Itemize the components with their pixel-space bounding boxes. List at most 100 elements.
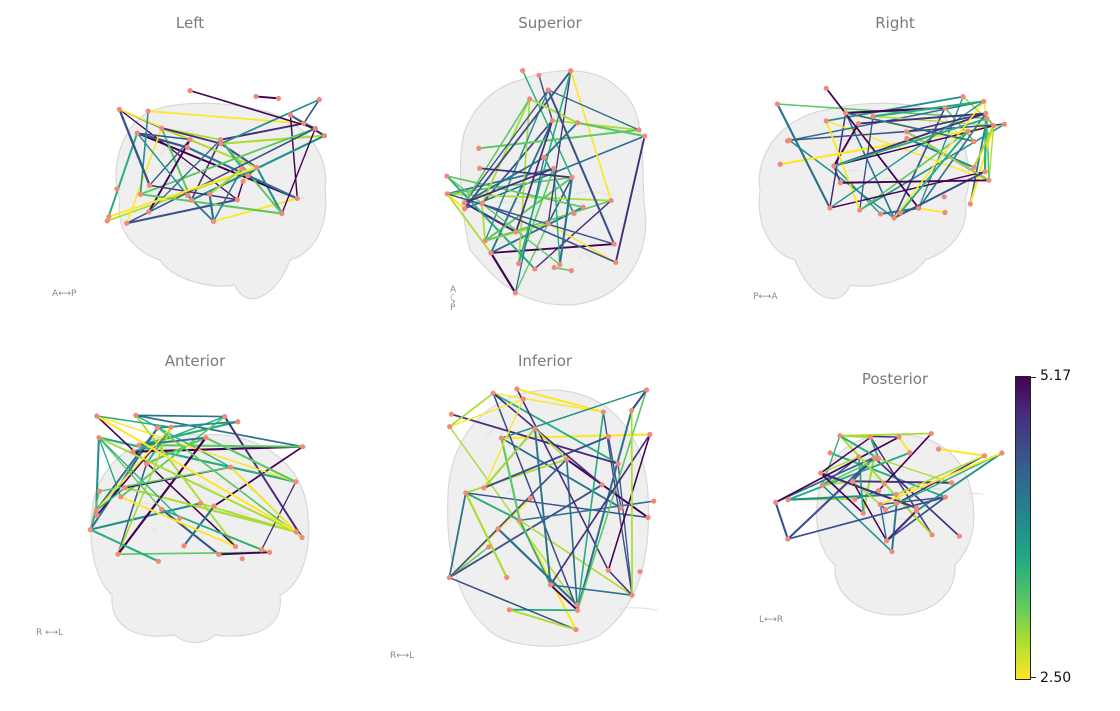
electrode-node bbox=[122, 485, 128, 491]
connection-edge bbox=[96, 415, 237, 548]
electrode-node bbox=[498, 435, 505, 441]
connection-edge bbox=[607, 434, 651, 571]
connection-edge bbox=[464, 492, 508, 578]
electrode-node bbox=[481, 485, 487, 491]
panel-superior: Superior A ⤹ P bbox=[400, 10, 700, 320]
connection-edge bbox=[833, 123, 860, 167]
electrode-node bbox=[301, 120, 307, 127]
electrode-node bbox=[785, 497, 791, 503]
electrode-node bbox=[916, 205, 922, 211]
connection-edge bbox=[149, 139, 191, 186]
electrode-node bbox=[211, 503, 217, 509]
electrode-node bbox=[823, 118, 829, 124]
brain-fold bbox=[617, 607, 658, 611]
connection-edge bbox=[602, 411, 633, 596]
electrode-node bbox=[870, 113, 876, 119]
electrode-node bbox=[133, 412, 139, 418]
electrode-node bbox=[136, 442, 142, 448]
electrode-node bbox=[536, 72, 542, 78]
electrode-node bbox=[942, 209, 948, 216]
connection-edge bbox=[89, 528, 159, 563]
connection-edge bbox=[519, 519, 633, 596]
colorbar-tick-min bbox=[1030, 677, 1036, 678]
connection-edge bbox=[289, 114, 299, 199]
connection-edge bbox=[607, 569, 633, 596]
connection-edge bbox=[820, 436, 872, 474]
connection-edge bbox=[893, 170, 986, 219]
electrode-node bbox=[965, 128, 971, 134]
electrode-node bbox=[232, 543, 239, 550]
connection-edge bbox=[529, 97, 578, 124]
electrode-node bbox=[87, 527, 93, 533]
electrode-node bbox=[549, 117, 556, 124]
electrode-node bbox=[564, 456, 570, 462]
colorbar-min-label: 2.50 bbox=[1040, 670, 1072, 686]
colorbar bbox=[1015, 376, 1031, 680]
connection-edge bbox=[492, 392, 603, 486]
electrode-node bbox=[267, 549, 273, 555]
connection-edge bbox=[787, 451, 911, 501]
connection-edge bbox=[490, 120, 554, 254]
connection-edge bbox=[895, 455, 985, 496]
connection-edge bbox=[547, 89, 616, 245]
electrode-node bbox=[527, 495, 533, 502]
connection-edge bbox=[484, 176, 573, 242]
connection-edge bbox=[972, 125, 995, 168]
electrode-node bbox=[837, 180, 843, 186]
connection-edge bbox=[789, 123, 1005, 142]
connection-edge bbox=[208, 194, 215, 222]
electrode-node bbox=[134, 130, 140, 136]
connection-edge bbox=[463, 98, 531, 204]
electrode-node bbox=[876, 487, 882, 494]
connection-edge bbox=[839, 432, 932, 437]
connection-edge bbox=[147, 139, 191, 213]
connection-edge bbox=[500, 437, 521, 521]
electrode-node bbox=[168, 424, 174, 430]
electrode-node bbox=[547, 582, 554, 588]
electrode-node bbox=[235, 419, 241, 425]
connection-edge bbox=[566, 458, 649, 519]
connection-edge bbox=[448, 458, 568, 579]
electrode-node bbox=[849, 478, 856, 484]
connection-edge bbox=[869, 436, 880, 459]
electrode-node bbox=[935, 446, 942, 452]
connection-edge bbox=[451, 413, 619, 465]
electrode-node bbox=[896, 434, 902, 440]
colorbar-max-label: 5.17 bbox=[1040, 368, 1072, 384]
connection-edge bbox=[161, 127, 222, 145]
connection-edge bbox=[493, 392, 604, 413]
panel-right: Right P⟷A bbox=[745, 10, 1045, 320]
electrode-node bbox=[495, 526, 501, 532]
panel-title-superior: Superior bbox=[518, 14, 582, 32]
connection-edge bbox=[550, 584, 633, 596]
connection-edge bbox=[189, 89, 316, 130]
electrode-node bbox=[461, 206, 468, 212]
panel-title-anterior: Anterior bbox=[164, 352, 226, 370]
electrode-node bbox=[971, 164, 977, 170]
electrode-node bbox=[557, 262, 563, 268]
connection-edge bbox=[255, 95, 279, 100]
connection-edge bbox=[489, 252, 517, 294]
electrode-node bbox=[188, 197, 195, 203]
connection-edge bbox=[776, 103, 831, 209]
electrode-node bbox=[124, 220, 130, 226]
electrode-node bbox=[605, 434, 612, 440]
electrode-node bbox=[949, 480, 955, 486]
electrode-node bbox=[568, 68, 574, 74]
electrode-node bbox=[860, 510, 866, 516]
connection-edge bbox=[872, 115, 994, 127]
connection-edge bbox=[833, 117, 988, 167]
connection-edge bbox=[986, 118, 990, 181]
connection-edge bbox=[534, 428, 568, 460]
electrode-node bbox=[868, 434, 874, 440]
electrode-node bbox=[155, 425, 161, 431]
electrode-node bbox=[569, 174, 575, 180]
connection-edge bbox=[879, 452, 1003, 506]
electrode-node bbox=[904, 135, 910, 141]
connection-edge bbox=[138, 436, 206, 447]
electrode-node bbox=[837, 433, 843, 439]
electrode-node bbox=[115, 551, 121, 557]
connection-edge bbox=[223, 416, 303, 539]
electrode-node bbox=[551, 264, 557, 271]
electrode-node bbox=[541, 154, 547, 161]
